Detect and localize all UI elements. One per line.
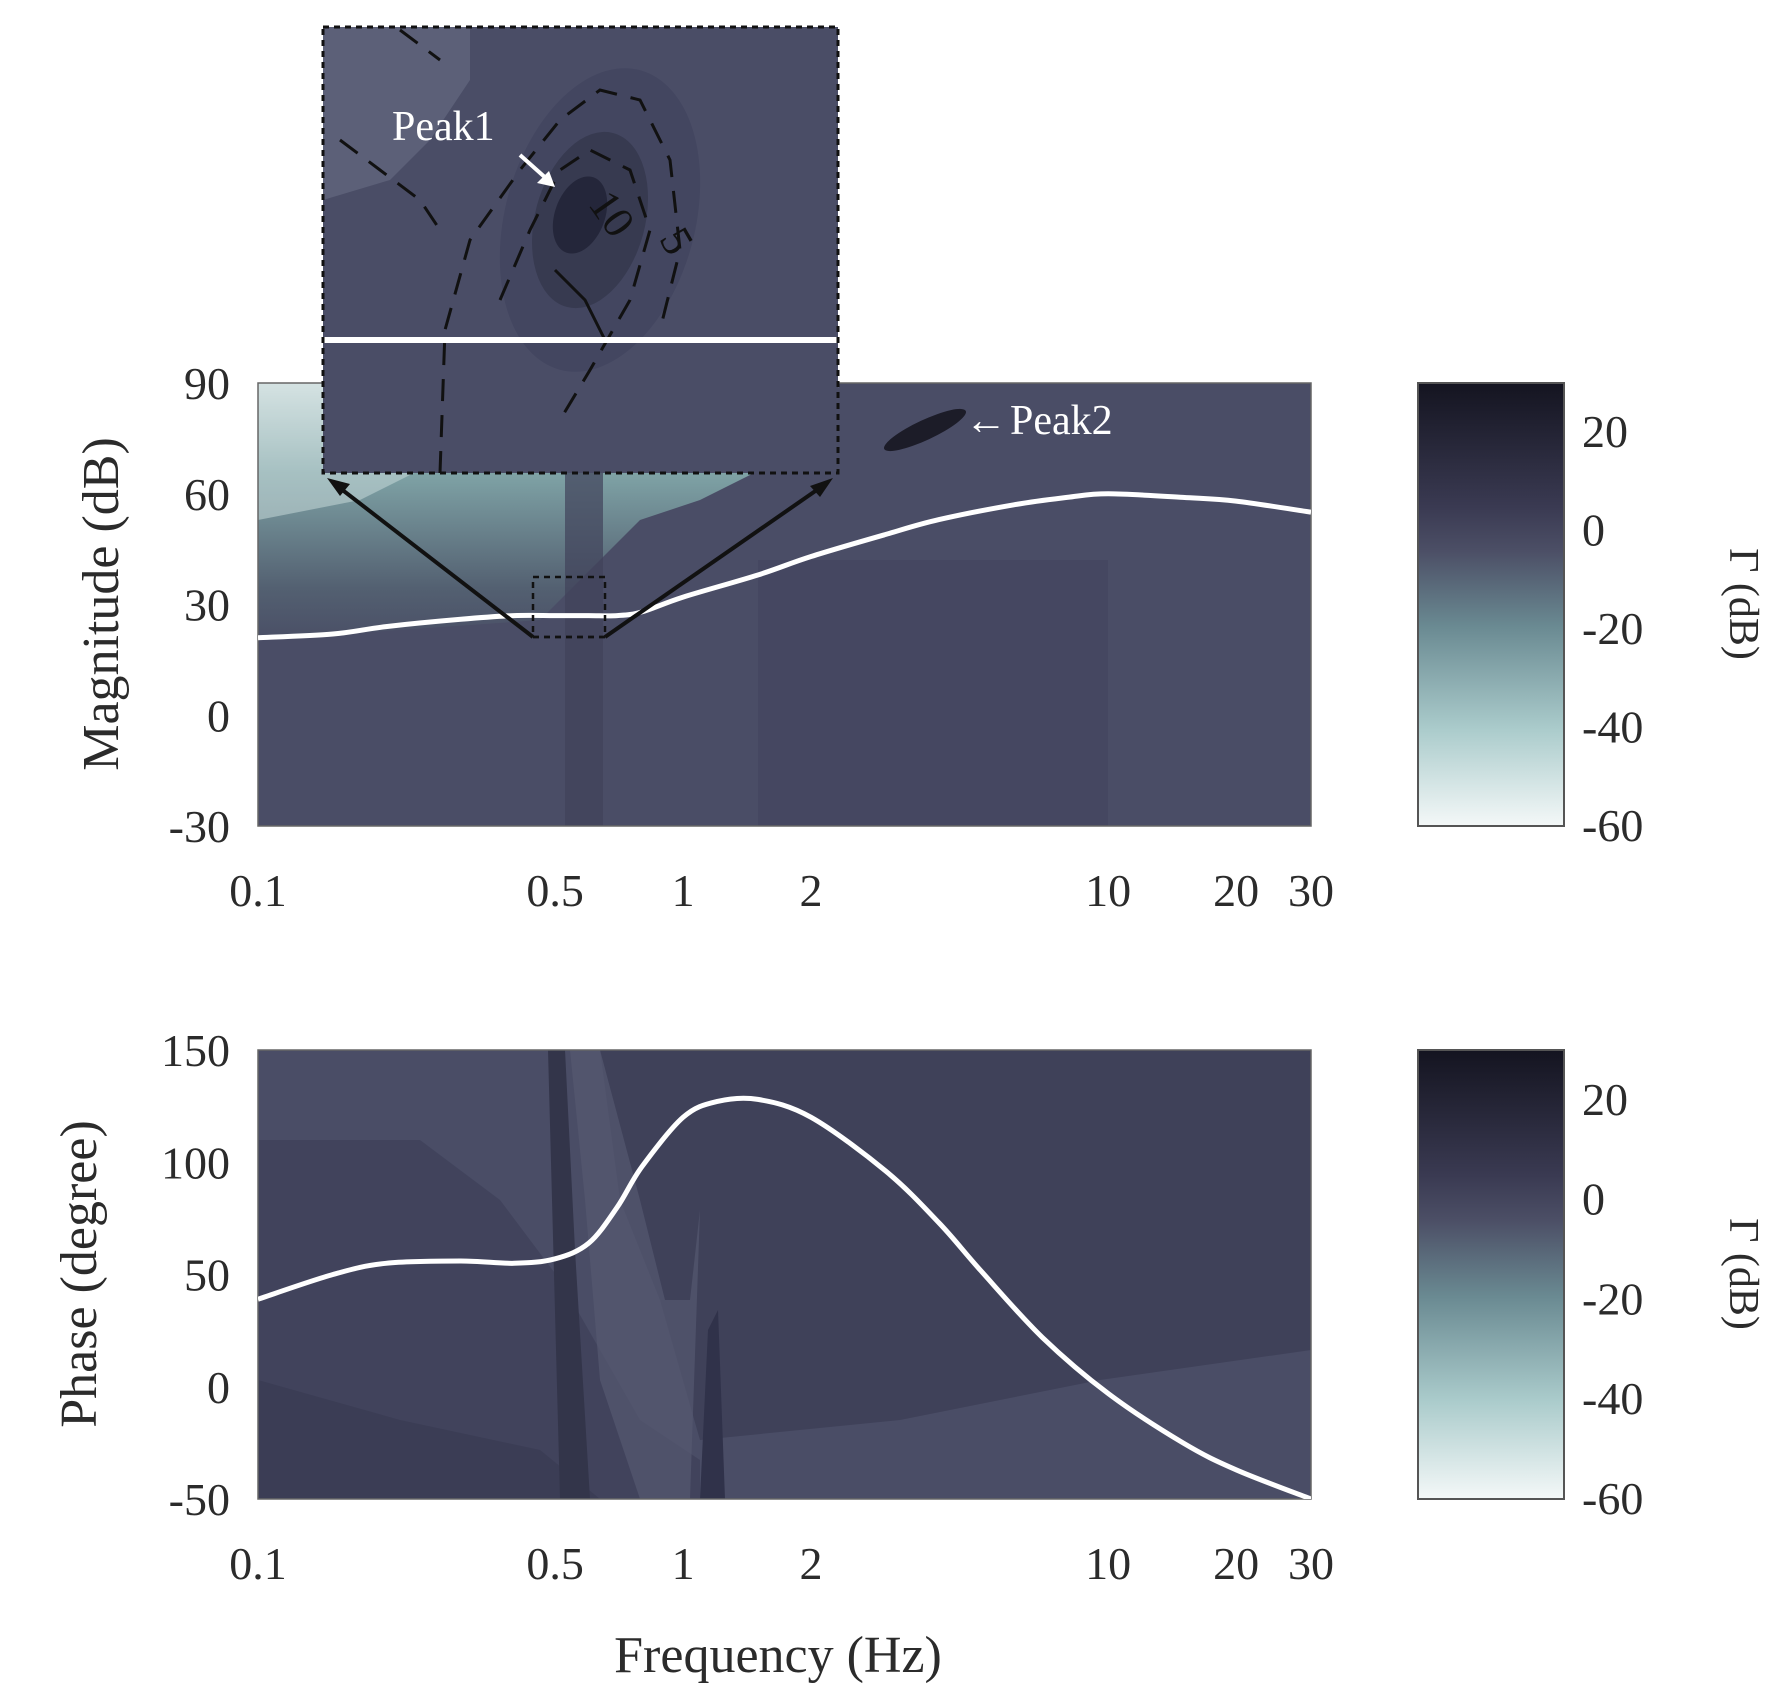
magnitude-x-tick-label: 0.1 [229, 865, 287, 916]
phase-colorbar-ticks: 20 0 -20 -40 -60 [1582, 1074, 1643, 1524]
phase-colorbar-tick-label: 20 [1582, 1074, 1628, 1125]
phase-x-ticks: 0.1 0.5 1 2 10 20 30 [229, 1538, 1334, 1589]
peak1-arrow [518, 153, 550, 182]
phase-colorbar-tick-label: -40 [1582, 1373, 1643, 1424]
phase-curve [258, 1095, 1311, 1499]
magnitude-x-tick-label: 2 [800, 865, 823, 916]
phase-x-tick-label: 20 [1213, 1538, 1259, 1589]
phase-x-tick-label: 0.5 [526, 1538, 584, 1589]
magnitude-x-tick-label: 20 [1213, 865, 1259, 916]
phase-y-axis-label: Phase (degree) [51, 1120, 108, 1428]
magnitude-colorbar-tick-label: 0 [1582, 505, 1605, 556]
magnitude-colorbar: 20 0 -20 -40 -60 Γ (dB) [1417, 382, 1766, 851]
magnitude-y-tick-label: -30 [169, 801, 230, 852]
magnitude-colorbar-ticks: 20 0 -20 -40 -60 [1582, 406, 1643, 851]
magnitude-y-tick-label: 90 [184, 358, 230, 409]
phase-y-tick-label: 50 [184, 1250, 230, 1301]
magnitude-x-tick-label: 30 [1288, 865, 1334, 916]
phase-colorbar-tick-label: -60 [1582, 1473, 1643, 1524]
phase-panel: 150 100 50 0 -50 0.1 0.5 1 2 10 20 30 Phase (degre… [51, 1025, 1334, 1684]
magnitude-y-tick-label: 60 [184, 469, 230, 520]
phase-y-tick-label: 150 [161, 1025, 230, 1076]
magnitude-x-tick-label: 1 [672, 865, 695, 916]
phase-y-tick-label: 0 [207, 1362, 230, 1413]
magnitude-colorbar-label: Γ (dB) [1720, 548, 1766, 660]
phase-x-tick-label: 30 [1288, 1538, 1334, 1589]
x-axis-label: Frequency (Hz) [614, 1627, 942, 1684]
phase-y-tick-label: 100 [161, 1137, 230, 1188]
magnitude-y-tick-label: 0 [207, 690, 230, 741]
phase-x-tick-label: 2 [800, 1538, 823, 1589]
magnitude-x-tick-label: 10 [1085, 865, 1131, 916]
phase-colorbar-label: Γ (dB) [1720, 1218, 1766, 1330]
phase-x-tick-label: 0.1 [229, 1538, 287, 1589]
inset-frame [321, 25, 840, 475]
zoom-connectors [327, 478, 833, 639]
peak1-annotation: Peak1 [392, 104, 495, 150]
peak2-arrow: ← [965, 398, 1007, 444]
magnitude-y-ticks: 90 60 30 0 -30 [169, 358, 230, 852]
magnitude-y-axis-label: Magnitude (dB) [73, 437, 130, 771]
phase-x-tick-label: 1 [672, 1538, 695, 1589]
magnitude-colorbar-tick-label: -20 [1582, 603, 1643, 654]
peak2-annotation: Peak2 [1010, 398, 1113, 444]
phase-colorbar-tick-label: -20 [1582, 1273, 1643, 1324]
phase-y-ticks: 150 100 50 0 -50 [161, 1025, 230, 1525]
zoom-inset: Peak1 10 5 [321, 25, 840, 475]
phase-colorbar: 20 0 -20 -40 -60 Γ (dB) [1417, 1049, 1766, 1524]
magnitude-curve [258, 491, 1311, 641]
magnitude-y-tick-label: 30 [184, 580, 230, 631]
magnitude-colorbar-tick-label: 20 [1582, 406, 1628, 457]
magnitude-colorbar-tick-label: -60 [1582, 800, 1643, 851]
magnitude-x-ticks: 0.1 0.5 1 2 10 20 30 [229, 865, 1334, 916]
magnitude-x-tick-label: 0.5 [526, 865, 584, 916]
phase-colorbar-tick-label: 0 [1582, 1174, 1605, 1225]
phase-y-tick-label: -50 [169, 1474, 230, 1525]
magnitude-colorbar-tick-label: -40 [1582, 702, 1643, 753]
phase-x-tick-label: 10 [1085, 1538, 1131, 1589]
